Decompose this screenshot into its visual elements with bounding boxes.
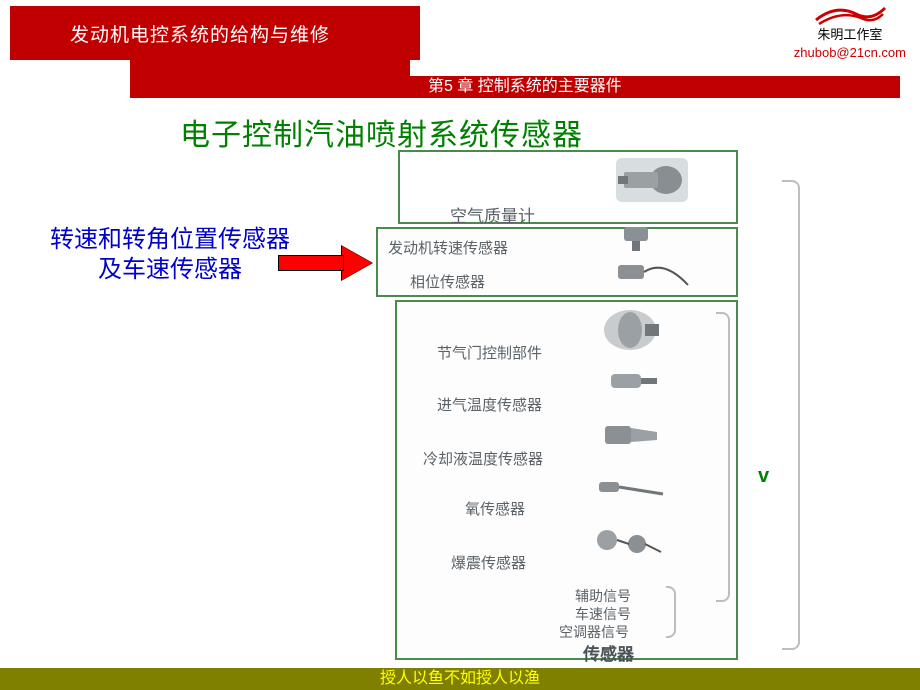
label-intake-temp: 进气温度传感器 — [437, 394, 542, 415]
logo-email: zhubob@21cn.com — [794, 45, 906, 60]
sensor-diagram: 空气质量计 发动机转速传感器 相位传感器 — [398, 150, 768, 660]
img-coolant-temp — [601, 418, 661, 452]
img-air-mass — [616, 158, 688, 202]
header-bar: 发动机电控系统的给构与维修 — [10, 6, 420, 60]
label-air-mass: 空气质量计 — [450, 202, 535, 227]
bracket-outer — [782, 180, 800, 650]
box-speed-phase: 发动机转速传感器 相位传感器 — [376, 227, 738, 297]
img-intake-temp — [605, 366, 661, 396]
label-coolant-temp: 冷却液温度传感器 — [423, 448, 543, 469]
page-title: 电子控制汽油喷射系统传感器 — [180, 110, 583, 154]
label-knock: 爆震传感器 — [451, 552, 526, 573]
box-air-mass: 空气质量计 — [398, 150, 738, 224]
chapter-bar: 第5 章 控制系统的主要器件 — [410, 76, 900, 98]
img-engine-speed — [614, 221, 662, 253]
label-aux-3: 空调器信号 — [559, 622, 629, 642]
box-main-sensors: 节气门控制部件 进气温度传感器 冷却液温度传感器 氧传感器 — [395, 300, 738, 660]
footer-text: 授人以鱼不如授人以渔 — [380, 670, 540, 687]
label-oxygen: 氧传感器 — [465, 498, 525, 519]
logo-swish-icon — [811, 2, 889, 26]
label-sensor-footer: 传感器 — [583, 640, 634, 665]
label-engine-speed: 发动机转速传感器 — [388, 237, 508, 258]
chapter-text: 第5 章 控制系统的主要器件 — [428, 78, 622, 95]
label-phase: 相位传感器 — [410, 271, 485, 292]
callout-text: 转速和转角位置传感器 及车速传感器 — [50, 225, 290, 285]
img-phase — [614, 255, 694, 291]
logo-block: 朱明工作室 zhubob@21cn.com — [794, 2, 906, 60]
header-title: 发动机电控系统的给构与维修 — [70, 20, 330, 47]
footer-bar: 授人以鱼不如授人以渔 — [0, 668, 920, 690]
callout-line2: 及车速传感器 — [98, 257, 242, 283]
bracket-inner — [716, 312, 730, 602]
img-oxygen — [597, 474, 667, 500]
logo-studio-text: 朱明工作室 — [794, 24, 906, 43]
callout-line1: 转速和转角位置传感器 — [50, 227, 290, 253]
arrow-icon — [278, 246, 378, 280]
label-aux-2: 车速信号 — [575, 604, 631, 624]
label-aux-1: 辅助信号 — [575, 586, 631, 606]
header-block-mid — [130, 60, 410, 98]
bracket-aux — [666, 586, 676, 638]
img-knock — [593, 524, 665, 558]
label-throttle: 节气门控制部件 — [437, 342, 542, 363]
img-throttle — [597, 306, 663, 354]
